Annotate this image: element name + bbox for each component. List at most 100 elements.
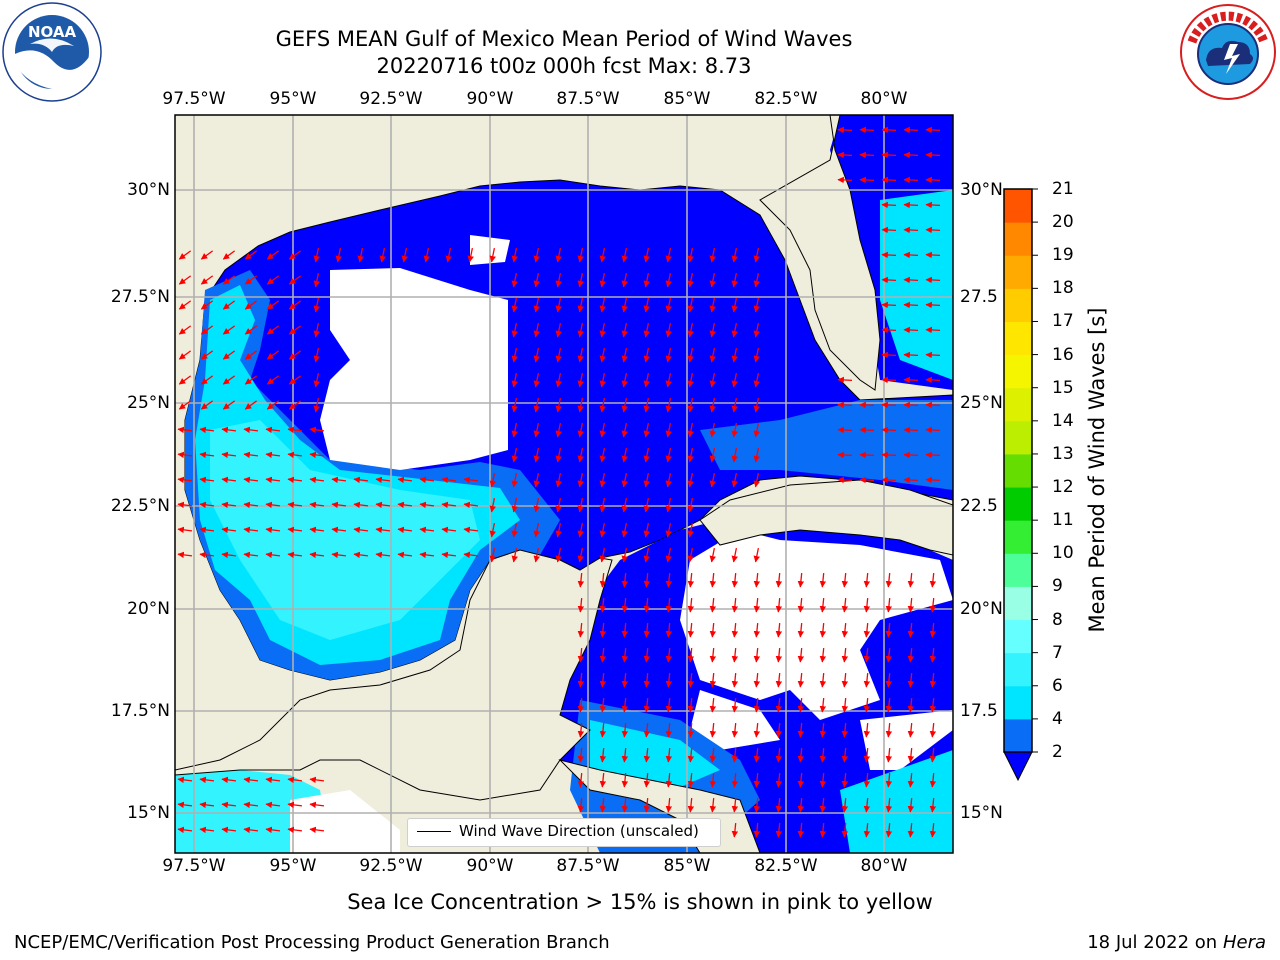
wave-direction-arrow: [577, 747, 585, 763]
wave-direction-arrow: [687, 722, 695, 738]
lon-tick: 90°W: [466, 89, 514, 109]
wave-direction-arrow: [881, 301, 897, 309]
wave-direction-arrow: [731, 647, 739, 663]
wave-direction-arrow: [423, 248, 430, 263]
colorbar-tick-label: 16: [1052, 344, 1074, 365]
wave-direction-arrow: [599, 448, 606, 463]
wave-direction-arrow: [621, 597, 629, 613]
wave-direction-arrow: [687, 373, 694, 388]
wave-direction-arrow: [177, 476, 193, 484]
wave-direction-arrow: [621, 248, 628, 263]
wave-direction-arrow: [199, 501, 215, 509]
legend-line-swatch: [417, 831, 451, 832]
wave-direction-arrow: [731, 273, 738, 288]
wave-direction-arrow: [907, 622, 915, 638]
wave-direction-arrow: [731, 572, 739, 588]
wave-direction-arrow: [309, 826, 325, 834]
wave-direction-arrow: [885, 647, 893, 663]
wave-direction-arrow: [753, 747, 761, 763]
wave-direction-arrow: [753, 473, 760, 488]
wave-direction-arrow: [903, 401, 919, 409]
wave-direction-arrow: [599, 298, 606, 313]
wave-direction-arrow: [863, 572, 871, 588]
wave-direction-arrow: [555, 548, 562, 563]
wave-direction-arrow: [599, 672, 607, 688]
wave-direction-arrow: [265, 451, 281, 459]
wave-direction-arrow: [379, 248, 386, 263]
wave-direction-arrow: [577, 448, 584, 463]
wave-direction-arrow: [621, 622, 629, 638]
wave-direction-arrow: [929, 747, 937, 763]
wave-direction-arrow: [441, 501, 457, 509]
wave-direction-arrow: [288, 375, 302, 385]
lat-tick: 27.5: [960, 287, 998, 307]
wave-direction-arrow: [555, 348, 562, 363]
wave-direction-arrow: [731, 398, 738, 413]
wave-direction-arrow: [643, 373, 650, 388]
wave-direction-arrow: [419, 476, 435, 484]
wave-direction-arrow: [709, 248, 716, 263]
wave-direction-arrow: [419, 551, 435, 559]
wave-direction-arrow: [599, 697, 607, 713]
wave-direction-arrow: [863, 797, 871, 813]
wave-direction-arrow: [775, 647, 783, 663]
wave-direction-arrow: [881, 251, 897, 259]
wave-direction-arrow: [687, 248, 694, 263]
wave-direction-arrow: [621, 373, 628, 388]
wave-direction-arrow: [266, 300, 280, 310]
wave-direction-arrow: [621, 348, 628, 363]
wave-direction-arrow: [243, 551, 259, 559]
wave-direction-arrow: [287, 551, 303, 559]
wave-direction-arrow: [419, 526, 435, 534]
wave-direction-arrow: [177, 801, 193, 809]
wave-direction-arrow: [309, 801, 325, 809]
wave-direction-arrow: [533, 498, 540, 513]
wave-direction-arrow: [489, 523, 496, 538]
wave-direction-arrow: [687, 597, 695, 613]
wave-direction-arrow: [775, 797, 783, 813]
wave-direction-arrow: [177, 551, 193, 559]
map-legend: Wind Wave Direction (unscaled): [407, 818, 721, 847]
band-4-6-carib-se: [840, 750, 953, 853]
wave-direction-arrow: [243, 476, 259, 484]
wave-direction-arrow: [577, 273, 584, 288]
wave-direction-arrow: [841, 697, 849, 713]
wave-direction-arrow: [885, 797, 893, 813]
wave-direction-arrow: [881, 401, 897, 409]
wave-direction-arrow: [929, 797, 937, 813]
wave-direction-arrow: [841, 572, 849, 588]
wave-direction-arrow: [577, 248, 584, 263]
wave-direction-arrow: [709, 348, 716, 363]
wave-direction-arrow: [797, 647, 805, 663]
wave-direction-arrow: [687, 523, 694, 538]
wave-direction-arrow: [555, 248, 562, 263]
wave-direction-arrow: [221, 451, 237, 459]
wave-direction-arrow: [533, 248, 540, 263]
wave-direction-arrow: [753, 323, 760, 338]
wave-direction-arrow: [577, 597, 585, 613]
wave-direction-arrow: [837, 451, 853, 459]
wave-direction-arrow: [907, 772, 915, 788]
colorbar-label: Mean Period of Wind Waves [s]: [1085, 307, 1109, 633]
wave-direction-arrow: [331, 501, 347, 509]
wave-direction-arrow: [266, 350, 280, 360]
graticule: [175, 115, 953, 853]
wave-direction-arrow: [463, 476, 479, 484]
wave-direction-arrow: [599, 797, 607, 813]
wave-direction-arrow: [797, 672, 805, 688]
wave-direction-arrow: [881, 376, 897, 384]
wave-direction-arrow: [929, 772, 937, 788]
wave-direction-arrow: [463, 501, 479, 509]
wave-direction-arrow: [753, 697, 761, 713]
wave-direction-arrow: [555, 498, 562, 513]
wave-direction-arrow: [643, 647, 651, 663]
colorbar-tick-label: 9: [1052, 576, 1063, 597]
wave-direction-arrow: [621, 797, 629, 813]
wave-direction-arrow: [643, 398, 650, 413]
wave-direction-arrow: [463, 526, 479, 534]
wave-direction-arrow: [244, 400, 258, 410]
wave-direction-arrow: [511, 323, 518, 338]
wave-direction-arrow: [665, 348, 672, 363]
wave-direction-arrow: [841, 772, 849, 788]
wave-direction-arrow: [881, 151, 897, 159]
